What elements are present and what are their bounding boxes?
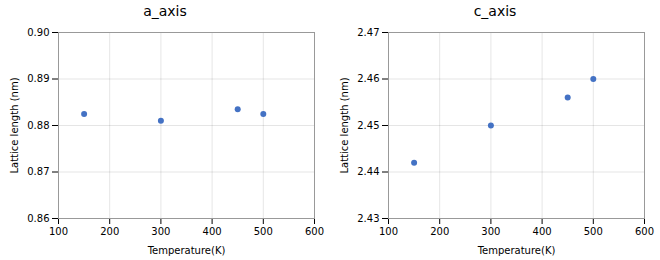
svg-text:600: 600 [635,226,654,237]
svg-text:300: 300 [481,226,500,237]
svg-text:400: 400 [203,226,222,237]
html-text:a_axis: a_axis [143,3,187,19]
svg-text:2.45: 2.45 [357,120,379,131]
svg-text:500: 500 [584,226,603,237]
svg-text:2.47: 2.47 [357,27,379,38]
svg-text:0.90: 0.90 [27,27,49,38]
svg-text:0.87: 0.87 [27,166,49,177]
svg-text:0.88: 0.88 [27,120,49,131]
svg-text:Temperature(K): Temperature(K) [477,245,556,256]
svg-text:200: 200 [100,226,119,237]
svg-text:2.43: 2.43 [357,213,379,224]
svg-text:Lattice length (nm): Lattice length (nm) [339,77,350,173]
svg-text:300: 300 [151,226,170,237]
svg-text:600: 600 [305,226,324,237]
svg-text:400: 400 [533,226,552,237]
svg-text:0.89: 0.89 [27,73,49,84]
svg-text:Temperature(K): Temperature(K) [147,245,226,256]
svg-text:Lattice length (nm): Lattice length (nm) [9,77,20,173]
svg-text:2.46: 2.46 [357,73,379,84]
svg-text:0.86: 0.86 [27,213,49,224]
html-text:c_axis: c_axis [473,3,517,19]
svg-text:200: 200 [430,226,449,237]
svg-text:500: 500 [254,226,273,237]
svg-text:2.44: 2.44 [357,166,379,177]
svg-text:100: 100 [49,226,68,237]
svg-text:100: 100 [379,226,398,237]
